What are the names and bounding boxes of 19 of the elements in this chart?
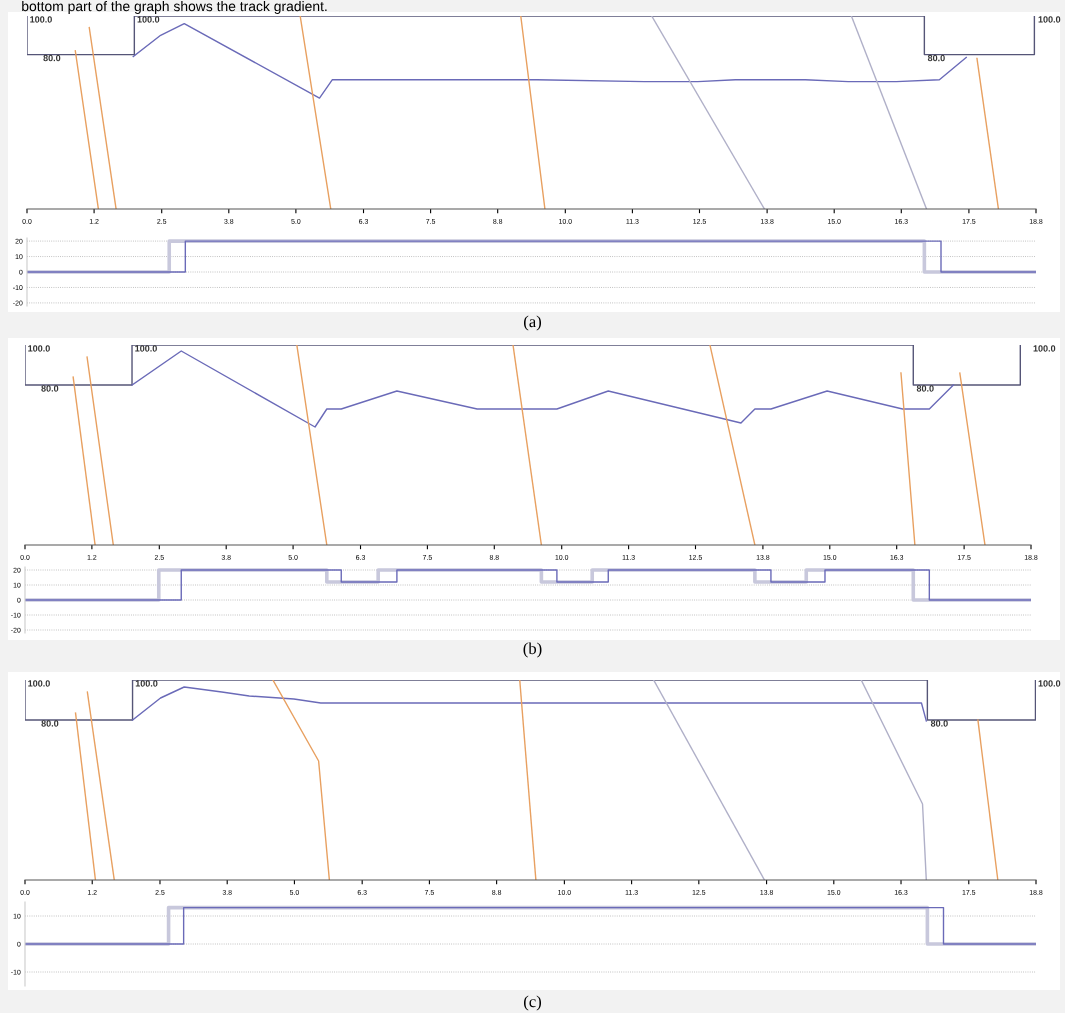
annotation: 100.0 [137,16,160,23]
annotation: 100.0 [135,345,157,352]
annotation: 80.0 [927,54,945,62]
text: 100.0 [1038,680,1061,687]
text: (c) [523,995,542,1011]
annotation: 80.0 [41,385,59,392]
annotation: 100.0 [28,680,50,687]
annotation: 80.0 [41,720,59,727]
annotation: 80.0 [43,54,61,62]
text: (a) [523,315,542,331]
annotation: 80.0 [916,385,934,392]
text: 100.0 [1033,345,1056,352]
chart-title: bottom part of the graph shows the track gradient. [22,1,327,14]
text: 100.0 [1038,16,1061,23]
annotation: 100.0 [135,680,158,687]
annotation: 80.0 [930,720,948,727]
annotation: 100.0 [28,345,50,352]
annotation: 100.0 [30,16,52,23]
text: (b) [523,642,542,658]
